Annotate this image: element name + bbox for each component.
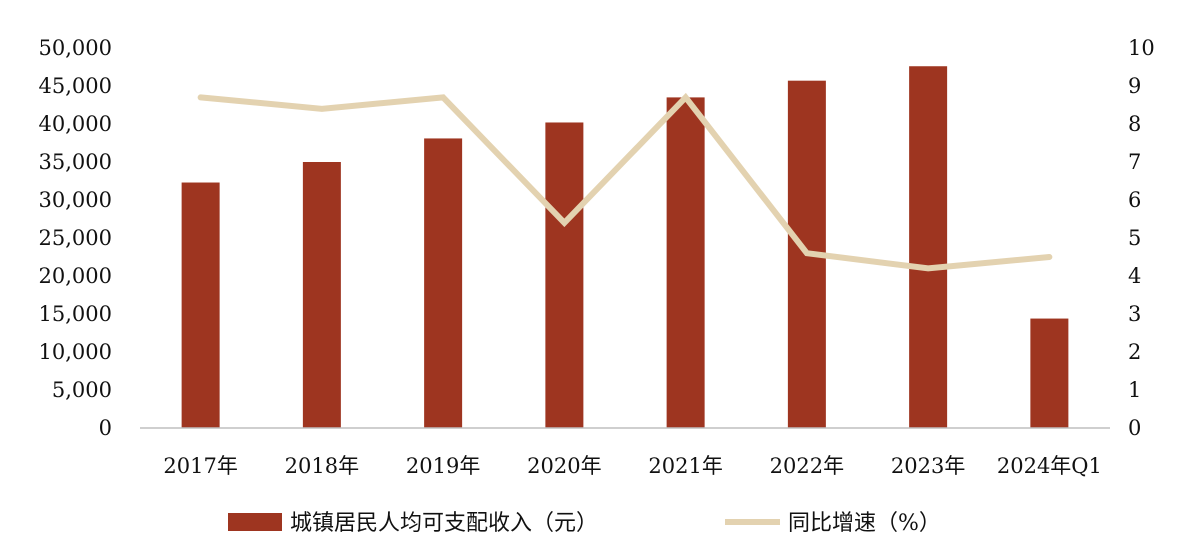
right-tick-label: 3 <box>1128 302 1141 326</box>
right-tick-label: 10 <box>1128 36 1155 60</box>
x-tick-label: 2021年 <box>648 454 722 478</box>
bar-2018年 <box>302 162 341 428</box>
legend: 城镇居民人均可支配收入（元） 同比增速（%） <box>228 511 941 536</box>
bar-series <box>181 66 1069 429</box>
bar-2019年 <box>424 138 463 428</box>
left-tick-label: 10,000 <box>39 340 112 364</box>
right-tick-label: 0 <box>1128 416 1141 440</box>
x-tick-label: 2019年 <box>406 454 480 478</box>
right-tick-label: 7 <box>1128 150 1141 174</box>
bar-2023年 <box>909 66 948 429</box>
line-series <box>197 92 1053 272</box>
right-y-axis-ticks: 0 1 2 3 4 5 6 7 8 9 10 <box>1128 36 1155 440</box>
bar-2021年 <box>666 97 705 429</box>
left-tick-label: 0 <box>99 416 112 440</box>
left-tick-label: 50,000 <box>39 36 112 60</box>
right-tick-label: 9 <box>1128 74 1141 98</box>
x-tick-label: 2022年 <box>770 454 844 478</box>
left-y-axis-ticks: 0 5,000 10,000 15,000 20,000 25,000 30,000 35,0… <box>39 36 112 440</box>
x-tick-label: 2020年 <box>527 454 601 478</box>
right-tick-label: 5 <box>1128 226 1141 250</box>
x-tick-label: 2023年 <box>891 454 965 478</box>
x-axis-ticks: 2017年 2018年 2019年 2020年 2021年 2022年 2023年 2024年… <box>163 454 1101 478</box>
left-tick-label: 30,000 <box>39 188 112 212</box>
right-tick-label: 8 <box>1128 112 1141 136</box>
x-tick-label: 2024年Q1 <box>997 454 1102 478</box>
legend-line-label: 同比增速（%） <box>788 511 941 536</box>
left-tick-label: 25,000 <box>39 226 112 250</box>
x-tick-label: 2017年 <box>163 454 237 478</box>
right-tick-label: 2 <box>1128 340 1141 364</box>
legend-bar-swatch <box>228 513 282 531</box>
growth-line <box>197 92 1053 272</box>
left-tick-label: 35,000 <box>39 150 112 174</box>
legend-bar-label: 城镇居民人均可支配收入（元） <box>290 511 598 536</box>
left-tick-label: 5,000 <box>52 378 112 402</box>
x-tick-label: 2018年 <box>285 454 359 478</box>
left-tick-label: 45,000 <box>39 74 112 98</box>
right-tick-label: 6 <box>1128 188 1141 212</box>
bar-2020年 <box>545 122 584 428</box>
right-tick-label: 4 <box>1128 264 1141 288</box>
left-tick-label: 15,000 <box>39 302 112 326</box>
right-tick-label: 1 <box>1128 378 1141 402</box>
left-tick-label: 40,000 <box>39 112 112 136</box>
bar-2024年Q1 <box>1030 318 1069 428</box>
left-tick-label: 20,000 <box>39 264 112 288</box>
bar-2017年 <box>181 182 220 428</box>
